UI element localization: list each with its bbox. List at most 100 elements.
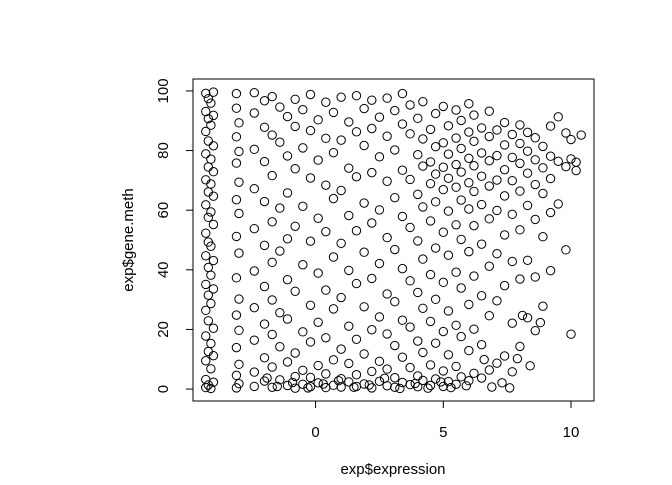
scatter-point [336, 92, 346, 102]
scatter-point [201, 356, 211, 366]
scatter-point [405, 174, 415, 185]
scatter-point [234, 177, 244, 187]
scatter-point [267, 295, 277, 305]
scatter-point [423, 383, 433, 393]
scatter-point [499, 351, 510, 361]
scatter-point [443, 206, 454, 216]
scatter-point [425, 316, 436, 327]
scatter-point [484, 261, 494, 271]
scatter-point [566, 134, 576, 145]
scatter-point [390, 105, 400, 116]
scatter-point [208, 284, 219, 294]
scatter-point [208, 167, 219, 177]
scatter-point [351, 334, 362, 344]
scatter-point [374, 258, 385, 269]
scatter-point [397, 165, 408, 175]
scatter-point [530, 133, 540, 143]
scatter-point [351, 172, 362, 182]
scatter-point [390, 373, 400, 383]
scatter-point [413, 189, 423, 200]
scatter-point [469, 110, 479, 120]
scatter-point [545, 121, 556, 131]
scatter-point [525, 361, 535, 371]
scatter-point [328, 252, 339, 262]
scatter-point [382, 131, 392, 141]
scatter-point [275, 203, 285, 213]
scatter-point [553, 112, 563, 122]
scatter-point [507, 209, 517, 220]
scatter-point [484, 155, 494, 166]
scatter-point [438, 227, 449, 237]
scatter-point [425, 178, 436, 189]
scatter-point [545, 266, 556, 276]
scatter-point [267, 170, 277, 181]
scatter-point [321, 333, 331, 343]
scatter-point [515, 341, 525, 352]
scatter-point [566, 154, 576, 164]
y-tick-label: 40 [155, 261, 172, 278]
scatter-point [545, 173, 556, 184]
scatter-point [321, 369, 331, 379]
scatter-point [461, 381, 471, 391]
scatter-point [443, 306, 454, 316]
scatter-point [282, 188, 293, 198]
scatter-point [522, 255, 533, 265]
scatter-point [336, 373, 346, 384]
scatter-point [484, 311, 494, 321]
scatter-point [234, 146, 244, 157]
scatter-point [476, 171, 487, 181]
scatter-point [206, 298, 216, 309]
scatter-point [507, 318, 517, 328]
scatter-point [203, 136, 214, 146]
scatter-point [464, 204, 474, 214]
scatter-point [418, 347, 428, 358]
scatter-point [499, 280, 510, 291]
scatter-point [298, 365, 308, 375]
scatter-point [203, 290, 214, 300]
scatter-point [275, 308, 285, 318]
scatter-point [290, 348, 300, 358]
scatter-point [538, 141, 548, 152]
scatter-point [201, 88, 211, 99]
scatter-point [234, 379, 244, 389]
scatter-point [249, 223, 260, 234]
scatter-point [208, 219, 219, 230]
scatter-point [413, 287, 423, 298]
scatter-point [328, 147, 339, 158]
scatter-point [456, 234, 466, 245]
scatter-point [359, 103, 369, 114]
scatter-point [476, 339, 487, 350]
scatter-point [321, 133, 331, 144]
scatter-point [367, 366, 377, 377]
scatter-point [476, 123, 487, 133]
scatter-point [425, 157, 436, 167]
scatter-point [282, 111, 293, 122]
scatter-point [318, 379, 328, 389]
scatter-point [507, 367, 517, 377]
scatter-point [425, 216, 436, 226]
scatter-point [328, 355, 339, 365]
scatter-point [201, 331, 211, 341]
scatter-point [530, 214, 540, 225]
scatter-point [208, 110, 219, 121]
scatter-point [206, 241, 216, 251]
scatter-point [430, 197, 441, 207]
scatter-point [374, 312, 385, 322]
scatter-point [479, 354, 489, 365]
scatter-point [484, 106, 494, 116]
scatter-point [359, 349, 369, 359]
scatter-point [259, 196, 270, 207]
scatter-point [249, 88, 260, 98]
scatter-point [298, 327, 308, 337]
scatter-point [451, 320, 461, 330]
scatter-point [505, 383, 515, 393]
scatter-point [451, 133, 461, 143]
scatter-point [456, 167, 466, 177]
scatter-point [231, 103, 242, 113]
scatter-point [382, 232, 392, 243]
scatter-point [418, 375, 428, 386]
y-tick-label: 80 [155, 142, 172, 159]
scatter-point [530, 325, 540, 336]
scatter-point [499, 140, 510, 150]
